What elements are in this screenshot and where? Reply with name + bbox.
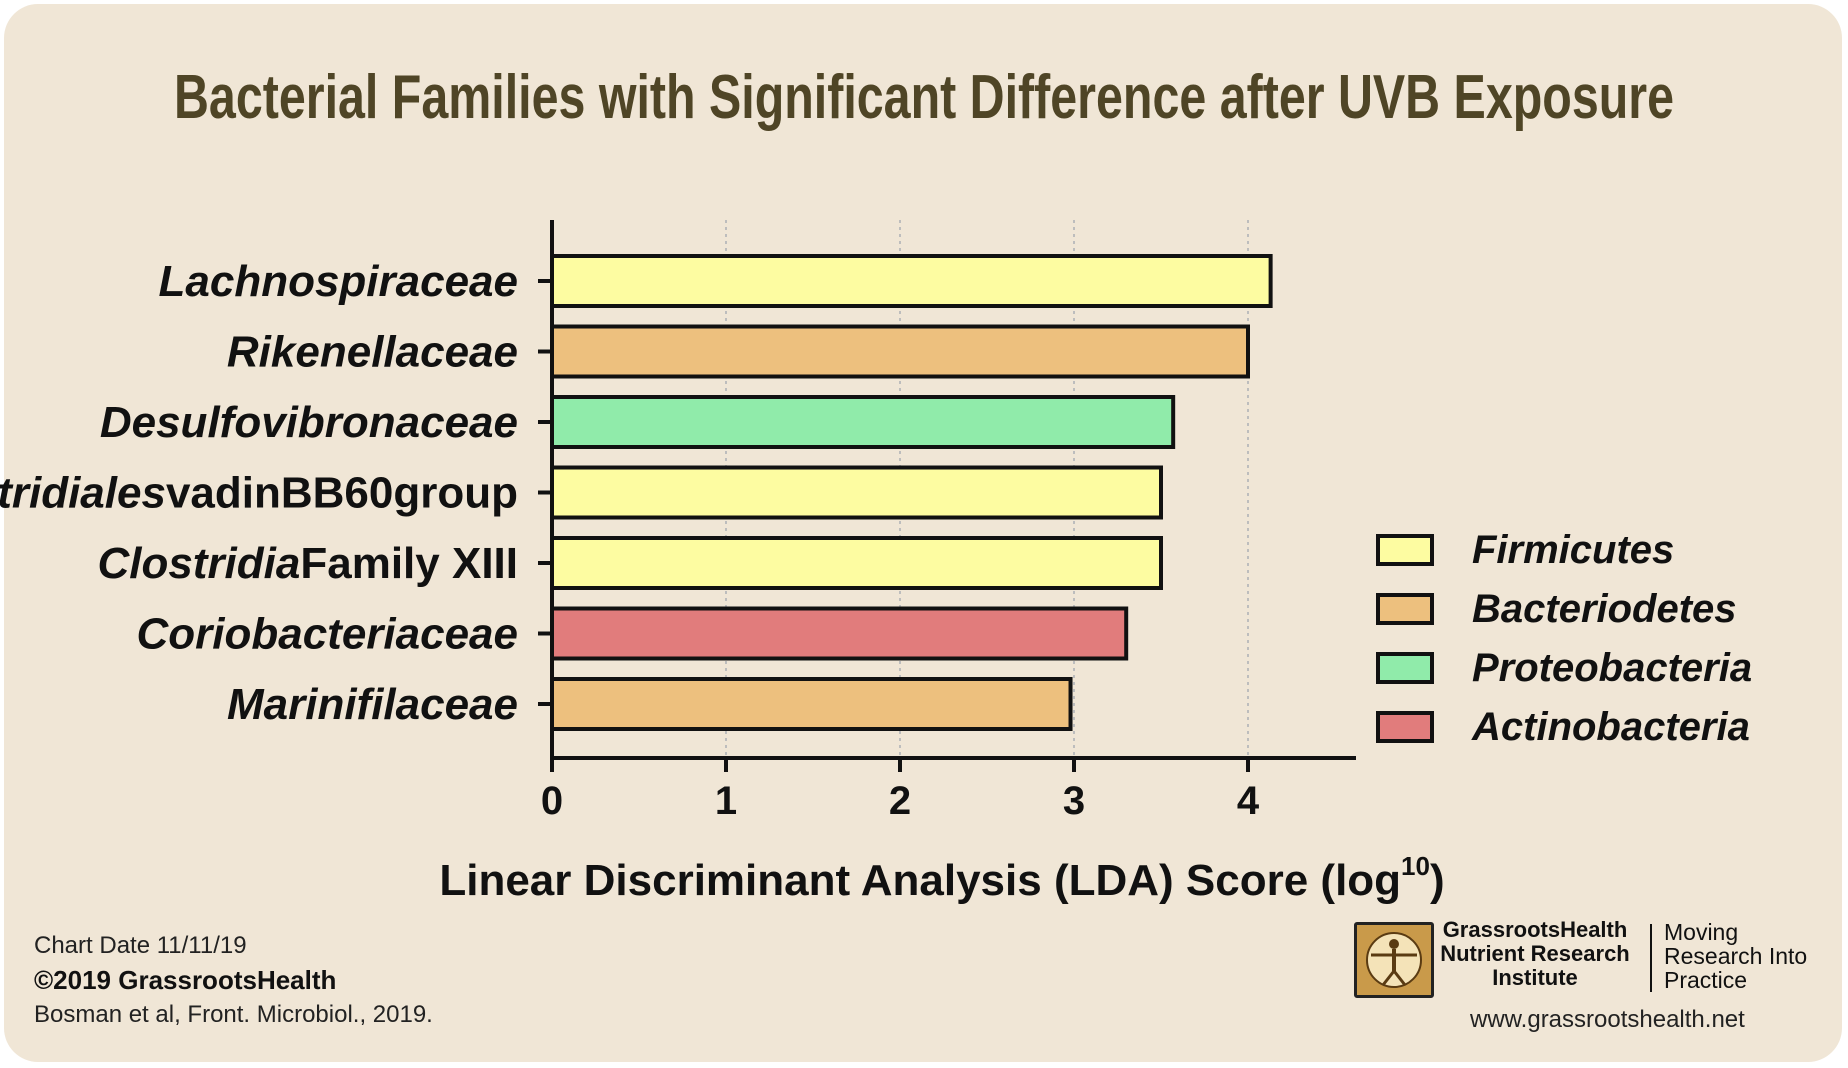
legend-label: Firmicutes bbox=[1472, 528, 1674, 572]
x-tick-labels: 0 1 2 3 4 bbox=[541, 758, 1260, 823]
legend-label: Actinobacteria bbox=[1471, 705, 1750, 749]
category-label-italic: Marinifilaceae bbox=[227, 680, 518, 729]
bars bbox=[538, 254, 1273, 731]
legend-swatch bbox=[1376, 711, 1434, 743]
bar bbox=[550, 677, 1073, 731]
citation: Bosman et al, Front. Microbiol., 2019. bbox=[34, 1001, 433, 1028]
chart-card bbox=[4, 4, 1842, 1062]
legend-swatch bbox=[1376, 652, 1434, 684]
legend-label: Proteobacteria bbox=[1472, 646, 1752, 690]
category-label-italic: Clostridiales bbox=[0, 469, 166, 518]
bar bbox=[550, 606, 1129, 661]
legend-swatch bbox=[1376, 593, 1434, 625]
bar bbox=[550, 395, 1176, 449]
chart-date: Chart Date 11/11/19 bbox=[34, 932, 247, 959]
website-link[interactable]: www.grassrootshealth.net bbox=[1470, 1006, 1745, 1033]
x-tick-label: 0 bbox=[541, 779, 563, 823]
category-label-italic: Lachnospiraceae bbox=[159, 257, 519, 306]
bar bbox=[550, 536, 1163, 590]
vitruvian-logo-icon bbox=[1354, 922, 1434, 998]
category-label-plain: Family XIII bbox=[300, 539, 518, 588]
x-tick-label: 2 bbox=[889, 779, 911, 823]
category-label: ClostridiaFamily XIII bbox=[97, 539, 518, 588]
category-label: Marinifilaceae bbox=[227, 680, 518, 729]
category-label: Desulfovibronaceae bbox=[100, 398, 518, 447]
bar bbox=[550, 254, 1273, 308]
bar bbox=[550, 465, 1163, 520]
tagline: Moving Research Into Practice bbox=[1664, 919, 1808, 993]
category-label: ClostridialesvadinBB60group bbox=[0, 469, 518, 518]
copyright: ©2019 GrassrootsHealth bbox=[34, 965, 337, 995]
category-label-plain: vadinBB60group bbox=[166, 469, 518, 518]
legend-swatch bbox=[1376, 534, 1434, 566]
chart-title: Bacterial Families with Significant Diff… bbox=[174, 63, 1674, 132]
x-tick-label: 3 bbox=[1063, 779, 1085, 823]
category-label-italic: Rikenellaceae bbox=[227, 328, 518, 377]
x-axis-label: Linear Discriminant Analysis (LDA) Score… bbox=[439, 851, 1444, 905]
x-tick-label: 1 bbox=[715, 779, 737, 823]
org-name: GrassrootsHealth Nutrient Research Insti… bbox=[1440, 917, 1630, 990]
axes bbox=[550, 220, 1356, 760]
legend: Firmicutes Bacteriodetes Proteobacteria Act… bbox=[1376, 528, 1752, 749]
x-tick-label: 4 bbox=[1237, 779, 1260, 823]
category-label-italic: Coriobacteriaceae bbox=[136, 610, 518, 659]
category-label: Rikenellaceae bbox=[227, 328, 518, 377]
category-labels: Lachnospiraceae Rikenellaceae Desulfovibro… bbox=[0, 257, 518, 729]
category-label-italic: Desulfovibronaceae bbox=[100, 398, 518, 447]
category-label: Coriobacteriaceae bbox=[136, 610, 518, 659]
legend-label: Bacteriodetes bbox=[1472, 587, 1737, 631]
category-label: Lachnospiraceae bbox=[159, 257, 519, 306]
bar bbox=[550, 324, 1250, 379]
divider bbox=[1650, 924, 1652, 992]
category-label-italic: Clostridia bbox=[97, 539, 300, 588]
